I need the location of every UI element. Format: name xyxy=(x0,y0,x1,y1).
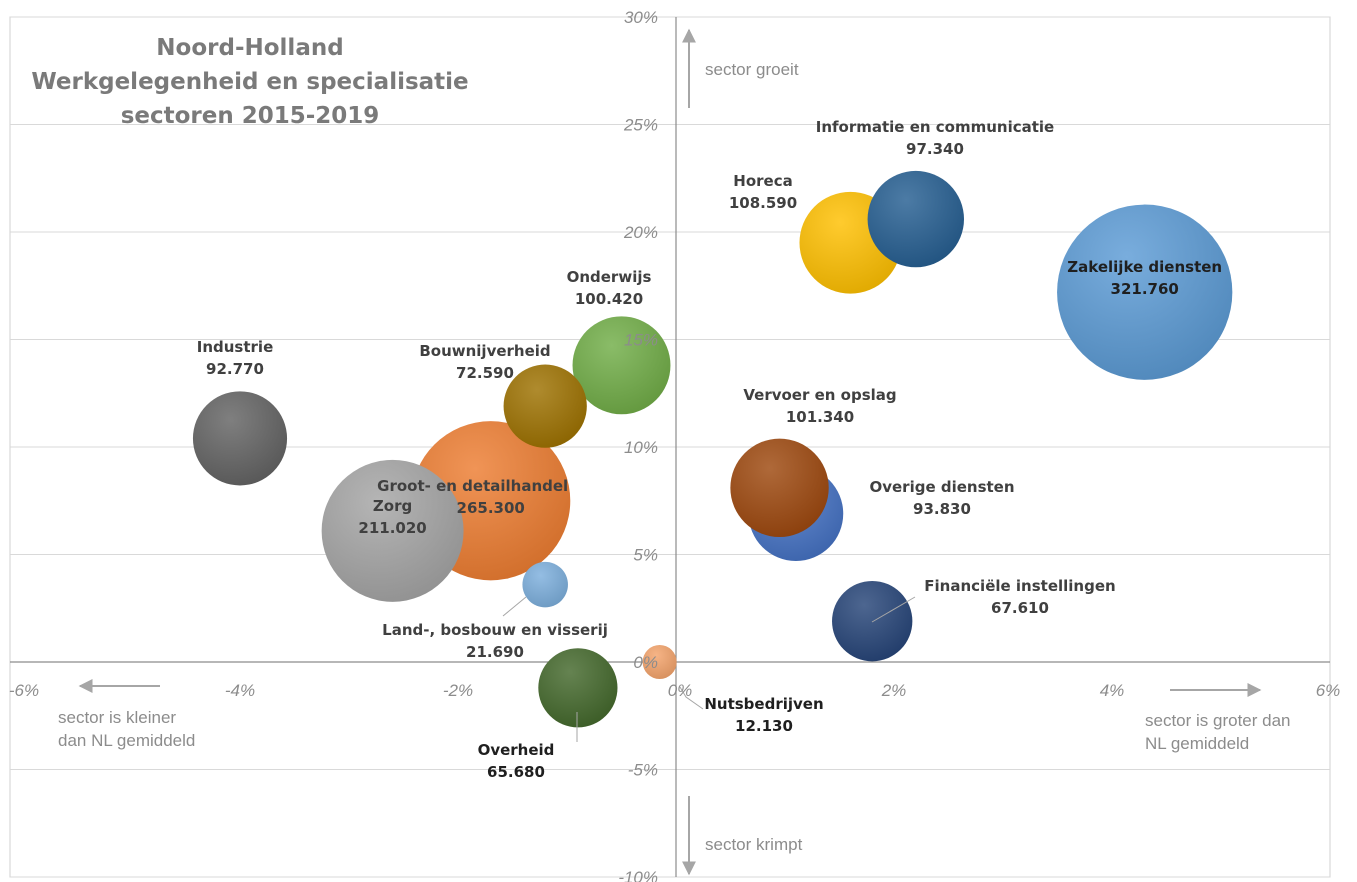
annotation-up: sector groeit xyxy=(705,60,799,79)
bubble-bouwnijverheid xyxy=(503,364,587,448)
bubble-onderwijs xyxy=(572,316,671,415)
bubble-value-label: 97.340 xyxy=(906,140,964,158)
x-tick-label: 4% xyxy=(1100,681,1125,700)
y-tick-label: 30% xyxy=(624,8,658,27)
y-tick-label: 10% xyxy=(624,438,658,457)
bubble-vervoer-en-opslag xyxy=(730,438,829,538)
bubble-informatie-en-communicatie xyxy=(867,170,965,268)
bubble-name-label: Groot- en detailhandel xyxy=(377,477,568,495)
bubble-name-label: Overheid xyxy=(478,741,555,759)
chart-title: Noord-Holland Werkgelegenheid en speciali… xyxy=(31,35,468,129)
bubble-industrie xyxy=(192,391,288,486)
tick-labels: -6% -4% -2% 0% 2% 4% 6% -10% -5% 0% 5% 10% 15% 20% 25%… xyxy=(9,8,1340,882)
x-tick-label: -2% xyxy=(443,681,473,700)
bubble-land-bosbouw-en-visserij xyxy=(522,561,568,608)
bubble-overheid xyxy=(538,648,618,728)
x-tick-label: 6% xyxy=(1316,681,1341,700)
bubble-name-label: Overige diensten xyxy=(869,478,1014,496)
leader-line xyxy=(679,686,704,710)
bubble-zorg xyxy=(321,459,464,602)
title-line: Werkgelegenheid en specialisatie xyxy=(31,69,468,95)
bubble-nutsbedrijven xyxy=(642,644,677,680)
annotation-left-2: dan NL gemiddeld xyxy=(58,731,195,750)
annotation-right-2: NL gemiddeld xyxy=(1145,734,1249,753)
bubble-name-label: Onderwijs xyxy=(567,268,652,286)
title-line: Noord-Holland xyxy=(156,35,343,61)
quadrant-annotations: sector groeit sector krimpt sector is klei… xyxy=(58,28,1291,876)
annotation-left-1: sector is kleiner xyxy=(58,708,176,727)
bubble-value-label: 92.770 xyxy=(206,360,264,378)
x-tick-label: 0% xyxy=(668,681,693,700)
y-tick-label: 25% xyxy=(623,116,658,135)
annotation-down: sector krimpt xyxy=(705,835,803,854)
bubble-value-label: 108.590 xyxy=(729,194,797,212)
y-tick-label: 0% xyxy=(633,653,658,672)
bubble-value-label: 100.420 xyxy=(575,290,643,308)
bubble-value-label: 211.020 xyxy=(358,519,426,537)
bubble-labels: Groot- en detailhandel 265.300 Zorg 211.020… xyxy=(197,118,1222,781)
bubble-value-label: 12.130 xyxy=(735,717,793,735)
bubble-name-label: Informatie en communicatie xyxy=(816,118,1054,136)
y-tick-label: -5% xyxy=(628,761,658,780)
x-tick-label: -6% xyxy=(9,681,39,700)
bubble-value-label: 265.300 xyxy=(457,499,525,517)
x-tick-label: 2% xyxy=(881,681,907,700)
leader-line xyxy=(871,596,916,623)
bubble-value-label: 21.690 xyxy=(466,643,524,661)
title-line: sectoren 2015-2019 xyxy=(121,103,380,129)
y-tick-label: 5% xyxy=(633,546,658,565)
bubble-value-label: 101.340 xyxy=(786,408,854,426)
bubble-value-label: 67.610 xyxy=(991,599,1049,617)
bubble-name-label: Zorg xyxy=(373,497,412,515)
bubble-name-label: Nutsbedrijven xyxy=(704,695,823,713)
bubble-zakelijke-diensten xyxy=(1057,204,1233,380)
bubble-name-label: Zakelijke diensten xyxy=(1067,258,1222,276)
annotation-right-1: sector is groter dan xyxy=(1145,711,1291,730)
y-tick-label: -10% xyxy=(618,868,658,882)
leader-line xyxy=(502,596,527,617)
bubble-value-label: 93.830 xyxy=(913,500,971,518)
leader-lines xyxy=(502,596,916,742)
bubble-name-label: Land-, bosbouw en visserij xyxy=(382,621,608,639)
bubble-name-label: Financiële instellingen xyxy=(924,577,1115,595)
y-tick-label: 15% xyxy=(624,331,658,350)
bubble-value-label: 72.590 xyxy=(456,364,514,382)
bubble-name-label: Bouwnijverheid xyxy=(419,342,550,360)
bubble-name-label: Industrie xyxy=(197,338,274,356)
bubble-value-label: 321.760 xyxy=(1111,280,1179,298)
y-tick-label: 20% xyxy=(623,223,658,242)
bubble-name-label: Horeca xyxy=(733,172,792,190)
x-tick-label: -4% xyxy=(225,681,255,700)
bubble-financi-le-instellingen xyxy=(832,580,913,662)
bubble-name-label: Vervoer en opslag xyxy=(743,386,896,404)
bubble-value-label: 65.680 xyxy=(487,763,545,781)
bubbles xyxy=(192,170,1233,728)
